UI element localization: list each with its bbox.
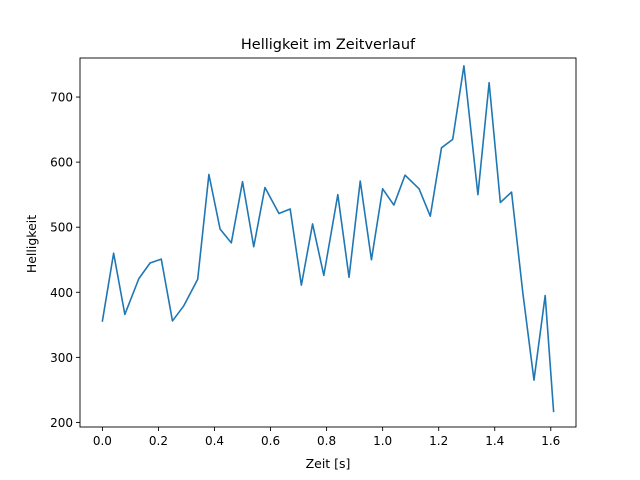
x-tick-label: 1.4 bbox=[485, 434, 504, 448]
chart-title: Helligkeit im Zeitverlauf bbox=[241, 37, 416, 53]
x-tick-label: 0.8 bbox=[317, 434, 336, 448]
y-tick-label: 500 bbox=[50, 221, 73, 235]
x-axis-label: Zeit [s] bbox=[306, 456, 351, 471]
x-tick-label: 0.0 bbox=[93, 434, 112, 448]
plot-frame bbox=[79, 57, 577, 428]
x-tick-label: 0.2 bbox=[149, 434, 168, 448]
x-tick-label: 1.2 bbox=[429, 434, 448, 448]
x-tick-label: 0.4 bbox=[205, 434, 224, 448]
series-line bbox=[101, 65, 555, 413]
x-tick-label: 1.0 bbox=[373, 434, 392, 448]
y-tick-label: 400 bbox=[50, 286, 73, 300]
y-axis-label: Helligkeit bbox=[24, 215, 39, 273]
y-tick-label: 300 bbox=[50, 351, 73, 365]
x-tick-label: 1.6 bbox=[541, 434, 560, 448]
x-tick-label: 0.6 bbox=[261, 434, 280, 448]
y-tick-label: 200 bbox=[50, 416, 73, 430]
plot-area: 0.0 0.2 0.4 0.6 0.8 1.0 1.2 1.4 1.6 200 300 400 500 6… bbox=[50, 57, 577, 448]
y-tick-label: 600 bbox=[50, 156, 73, 170]
y-tick-label: 700 bbox=[50, 91, 73, 105]
